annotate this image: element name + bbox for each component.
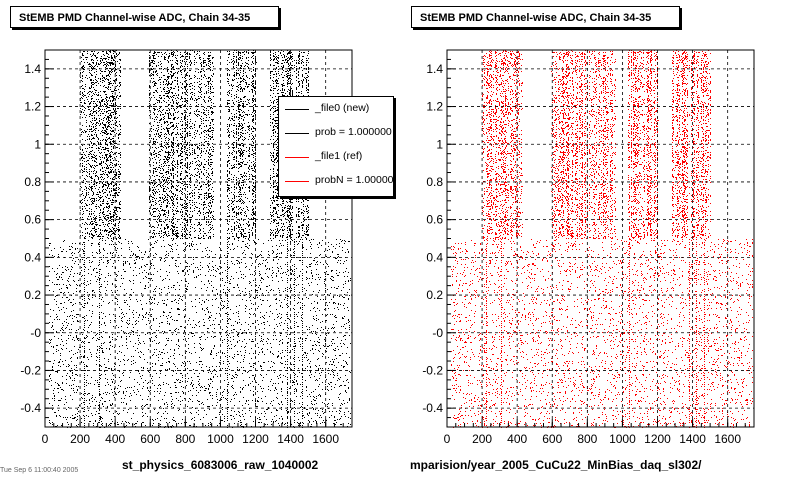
legend-label-file0: _file0 (new): [315, 102, 370, 114]
right-x-axis-label: mparision/year_2005_CuCu22_MinBias_daq_s…: [410, 458, 702, 472]
plot-area: [447, 50, 754, 427]
right-chart-title: StEMB PMD Channel-wise ADC, Chain 34-35: [411, 6, 680, 28]
legend-item-file0: _file0 (new): [279, 97, 393, 121]
y-tick-label: 1: [436, 137, 443, 151]
scatter-markers: [451, 50, 753, 428]
x-tick-label: 600: [140, 432, 160, 446]
scatter-points: [49, 50, 351, 428]
x-tick-label: 1400: [277, 432, 304, 446]
y-tick-label: 1: [34, 137, 41, 151]
y-tick-label: 1.2: [426, 100, 443, 114]
y-tick-label: 0.2: [426, 288, 443, 302]
x-tick-label: 400: [507, 432, 527, 446]
y-tick-label: -0.4: [20, 401, 41, 415]
scatter-markers: [49, 50, 351, 428]
legend-item-probn: probN = 1.000000: [279, 169, 394, 193]
x-tick-label: 800: [577, 432, 597, 446]
y-axis: -0.4 -0.2 -0 0.2 0.4 0.6 0.8 1 1.2 1.4: [422, 49, 456, 428]
footer-timestamp: Tue Sep 6 11:00:40 2005: [0, 467, 79, 474]
legend-item-file1: _file1 (ref): [279, 145, 393, 169]
grid: [447, 50, 754, 427]
x-tick-label: 800: [175, 432, 195, 446]
legend-line-prob: [285, 133, 309, 134]
legend-line-file0: [285, 109, 309, 110]
y-tick-label: 1.4: [426, 62, 443, 76]
legend-item-prob: prob = 1.000000: [279, 121, 393, 145]
y-tick-label: 0.8: [426, 175, 443, 189]
x-axis: 0 200 400 600 800 1000 1200 1400 1600: [42, 419, 344, 446]
y-tick-label: 0.4: [24, 250, 41, 264]
y-tick-label: 1.2: [24, 100, 41, 114]
legend-line-probn: [285, 181, 309, 182]
x-tick-label: 600: [542, 432, 562, 446]
chart-1: 0 200 400 600 800 1000 1200 1400 1600 -0.4 -0.2 -0 0…: [422, 49, 755, 446]
x-tick-label: 1000: [609, 432, 636, 446]
y-tick-label: 0.6: [426, 213, 443, 227]
x-tick-label: 200: [472, 432, 492, 446]
x-tick-label: 200: [70, 432, 90, 446]
x-tick-label: 1600: [312, 432, 339, 446]
y-tick-label: 0.8: [24, 175, 41, 189]
legend: _file0 (new) prob = 1.000000 _file1 (ref…: [278, 96, 394, 197]
left-x-axis-label: st_physics_6083006_raw_1040002: [122, 458, 319, 472]
x-tick-label: 1400: [679, 432, 706, 446]
legend-label-probn: probN = 1.000000: [315, 174, 394, 186]
x-tick-label: 400: [105, 432, 125, 446]
x-tick-label: 1200: [242, 432, 269, 446]
x-tick-label: 1200: [644, 432, 671, 446]
y-tick-label: -0.2: [20, 363, 41, 377]
y-tick-label: 1.4: [24, 62, 41, 76]
x-tick-label: 1600: [714, 432, 741, 446]
legend-label-prob: prob = 1.000000: [315, 126, 392, 138]
scatter-points: [451, 50, 753, 428]
y-tick-label: 0.4: [426, 250, 443, 264]
left-chart-title: StEMB PMD Channel-wise ADC, Chain 34-35: [10, 6, 279, 28]
legend-line-file1: [285, 157, 309, 158]
y-tick-label: -0: [30, 326, 41, 340]
x-tick-label: 0: [42, 432, 49, 446]
y-tick-label: 0.6: [24, 213, 41, 227]
y-tick-label: 0.2: [24, 288, 41, 302]
x-axis: 0 200 400 600 800 1000 1200 1400 1600: [444, 419, 746, 446]
y-tick-label: -0: [432, 326, 443, 340]
x-tick-label: 1000: [207, 432, 234, 446]
y-tick-label: -0.2: [422, 363, 443, 377]
y-axis: -0.4 -0.2 -0 0.2 0.4 0.6 0.8 1 1.2 1.4: [20, 49, 54, 428]
legend-label-file1: _file1 (ref): [315, 150, 363, 162]
y-tick-label: -0.4: [422, 401, 443, 415]
x-tick-label: 0: [444, 432, 451, 446]
